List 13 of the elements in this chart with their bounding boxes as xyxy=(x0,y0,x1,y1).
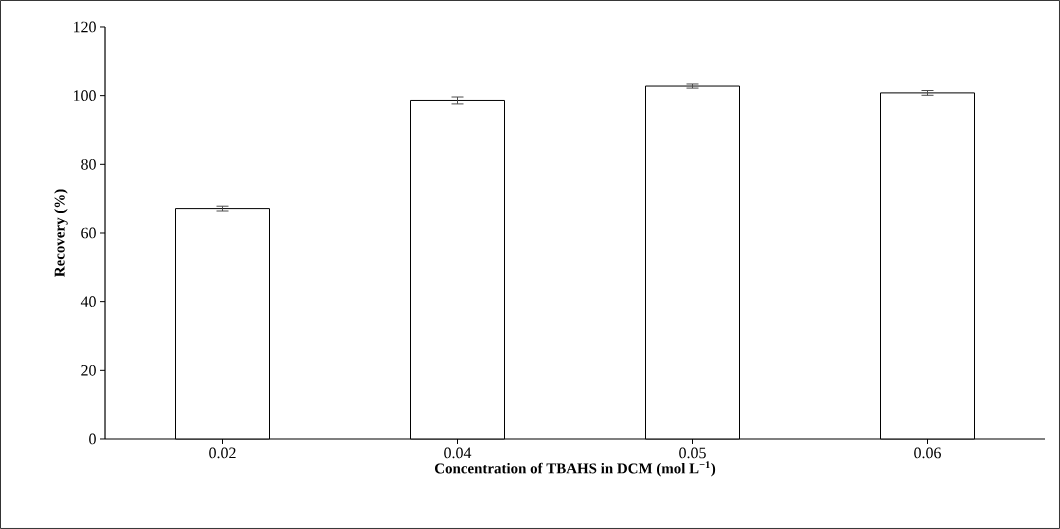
y-tick-label: 40 xyxy=(80,296,96,308)
x-tick-label: 0.06 xyxy=(914,447,941,459)
y-tick-label: 0 xyxy=(89,433,96,445)
y-tick-label: 60 xyxy=(81,227,96,239)
y-tick-label: 120 xyxy=(73,21,96,33)
y-tick-label: 100 xyxy=(73,90,96,102)
y-tick-label: 80 xyxy=(81,158,96,170)
y-tick-label: 20 xyxy=(81,364,96,376)
x-tick-label: 0.04 xyxy=(444,447,472,459)
x-tick-label: 0.02 xyxy=(209,447,236,459)
x-axis-title: Concentration of TBAHS in DCM (mol L$^{−1}$) xyxy=(434,461,716,477)
x-tick-label: 0.05 xyxy=(679,447,706,459)
y-axis-title: Recovery (%) xyxy=(54,189,68,277)
